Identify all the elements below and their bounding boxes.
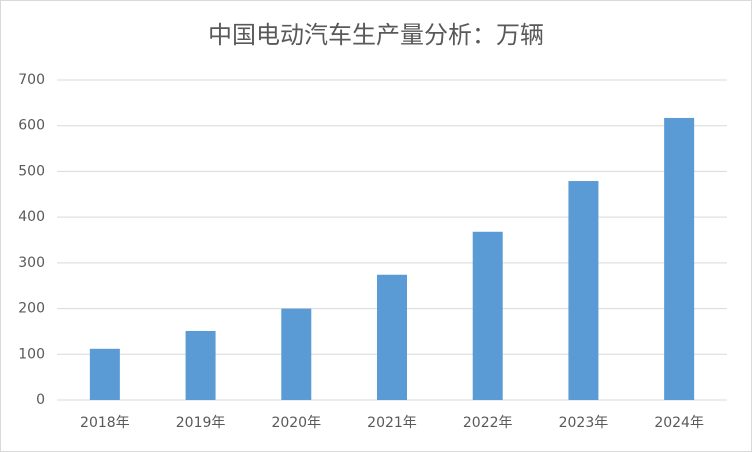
x-tick-label: 2021年 xyxy=(367,415,417,431)
bar xyxy=(568,181,599,400)
x-tick-label: 2020年 xyxy=(271,415,321,431)
y-tick-label: 100 xyxy=(18,346,45,362)
bar xyxy=(472,231,503,400)
y-tick-label: 400 xyxy=(18,209,45,225)
y-tick-label: 700 xyxy=(18,72,45,88)
x-tick-label: 2018年 xyxy=(80,415,130,431)
bar xyxy=(185,330,216,400)
bar xyxy=(281,308,312,400)
y-tick-label: 200 xyxy=(18,301,45,317)
bar xyxy=(377,274,407,400)
x-tick-label: 2023年 xyxy=(559,415,609,431)
bar xyxy=(664,117,695,400)
y-tick-label: 500 xyxy=(18,163,45,179)
x-tick-label: 2024年 xyxy=(654,415,704,431)
x-tick-label: 2019年 xyxy=(176,415,226,431)
y-tick-label: 0 xyxy=(36,392,45,408)
x-tick-label: 2022年 xyxy=(463,415,513,431)
y-tick-label: 300 xyxy=(18,255,45,271)
bar xyxy=(89,348,120,400)
chart-title: 中国电动汽车生产量分析：万辆 xyxy=(208,21,544,49)
y-tick-label: 600 xyxy=(18,118,45,134)
